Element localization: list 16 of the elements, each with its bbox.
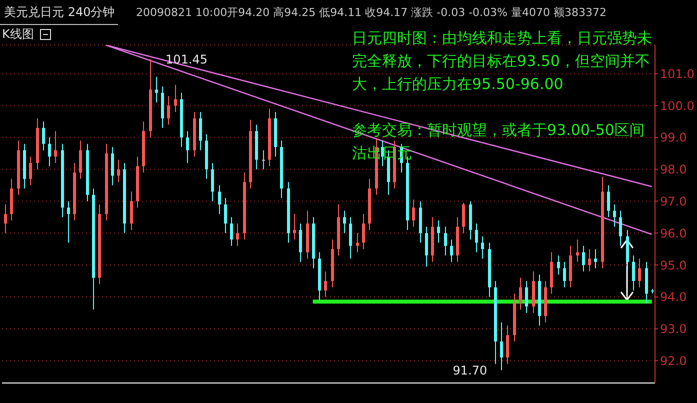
text: K线图	[2, 26, 34, 43]
y-tick-label: 99.0	[660, 130, 687, 145]
y-tick-label: 100.0	[660, 98, 694, 113]
annotation: 日元四时图：由均线和走势上看，日元强势未完全释放，下行的目标在93.50，但空间并不大，上行的压力在95.50-96.00	[352, 28, 652, 95]
y-tick-label: 96.0	[660, 226, 687, 240]
y-tick-label: 98.0	[660, 162, 687, 177]
annotation: 101.45	[166, 52, 208, 67]
y-tick-label: 94.0	[660, 290, 687, 304]
y-tick-label: 101.0	[660, 66, 694, 81]
annotation: 91.70	[452, 363, 488, 378]
y-tick-label: 97.0	[660, 194, 687, 208]
y-tick-label: 93.0	[660, 322, 687, 336]
y-tick-label: 95.0	[660, 258, 687, 272]
y-tick-label: 92.0	[660, 354, 687, 368]
chart-subtitle: 20090821 10:00开94.20 高94.25 低94.11 收94.17 涨跌 -0.03 -0.03% 量4070 额383372	[136, 5, 606, 20]
chart-title: 美元兑日元 240分钟	[4, 4, 115, 21]
